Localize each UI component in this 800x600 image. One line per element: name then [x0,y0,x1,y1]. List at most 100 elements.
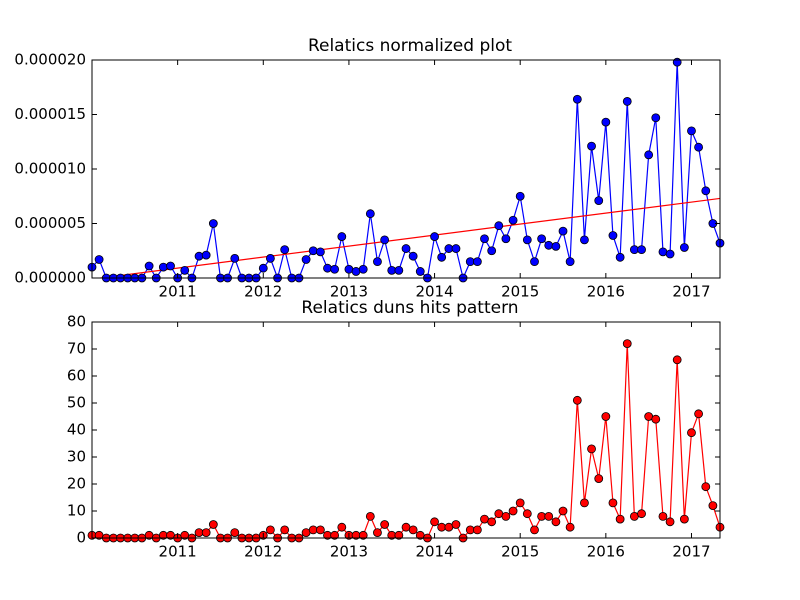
data-point [265,525,275,535]
data-point [401,244,411,253]
data-point [608,498,618,508]
data-point [708,501,718,511]
data-point [380,520,390,529]
data-point [522,235,532,245]
data-point [615,252,625,262]
data-point [508,215,518,225]
data-point [679,243,689,252]
data-point [330,530,340,540]
y-tick-label: 80 [67,313,86,331]
series-line [95,197,720,278]
data-point [601,117,611,127]
x-tick-label: 2013 [330,283,368,301]
x-tick-label: 2016 [587,543,625,561]
data-point [415,267,425,276]
data-point [522,509,532,519]
data-point [572,395,582,405]
data-point [551,517,561,527]
data-point [665,249,675,259]
data-point [394,530,404,540]
x-tick-label: 2011 [159,283,197,301]
x-tick-label: 2013 [330,543,368,561]
data-point [201,528,211,537]
chart-title: Relatics duns hits pattern [301,298,518,318]
data-point [515,191,525,201]
data-point [408,251,418,261]
data-point [280,245,290,255]
x-tick-label: 2014 [415,283,453,301]
y-tick-label: 0.000015 [14,105,86,123]
data-point [451,244,461,253]
data-point [594,474,604,484]
y-tick-label: 20 [67,475,86,493]
data-point [508,506,518,516]
data-point [358,530,368,540]
data-point [430,517,439,527]
data-point [94,255,104,264]
x-tick-label: 2012 [244,283,282,301]
data-point [587,444,596,454]
data-point [308,246,318,256]
data-point [651,113,661,123]
data-point [515,498,525,508]
data-point [158,262,168,272]
data-point [451,520,461,529]
data-point [622,97,632,106]
data-point [351,267,361,276]
data-point [365,209,375,219]
y-tick-label: 10 [67,502,86,520]
data-point [572,94,582,104]
data-point [580,498,589,508]
data-point [330,264,340,274]
data-point [316,247,325,257]
data-point [323,263,332,273]
y-tick-label: 0 [76,529,86,547]
data-point [437,252,447,262]
data-point [430,232,439,241]
data-point [373,528,382,537]
data-point [551,241,561,251]
data-point [358,264,368,274]
y-tick-label: 30 [67,448,86,466]
data-point [180,265,190,275]
data-point [487,246,497,256]
data-point [687,428,696,438]
chart-title: Relatics normalized plot [308,36,512,56]
data-point [472,525,482,535]
data-point [472,257,482,267]
data-point [408,525,418,535]
data-point [201,250,211,260]
data-point [166,261,175,271]
data-point [594,196,604,206]
y-tick-label: 70 [67,340,86,358]
data-point [601,412,611,421]
data-point [208,219,218,228]
x-tick-label: 2012 [244,543,282,561]
y-tick-label: 0.000005 [14,214,86,232]
x-tick-label: 2011 [159,543,197,561]
data-point [230,253,240,263]
data-point [672,57,682,67]
data-point [280,525,290,535]
data-point [487,517,497,527]
data-point [587,141,596,151]
data-point [480,234,489,244]
data-point [208,520,218,529]
data-point [501,512,511,521]
data-point [580,235,589,245]
y-tick-label: 0.000010 [14,160,86,178]
data-point [637,509,646,519]
data-point [380,235,390,245]
data-point [615,514,625,524]
data-point [494,221,504,231]
y-tick-label: 50 [67,394,86,412]
data-point [544,512,554,521]
y-tick-label: 60 [67,367,86,385]
data-point [265,253,275,263]
data-point [394,265,404,275]
x-tick-label: 2015 [501,543,539,561]
data-point [701,482,711,492]
data-point [608,231,618,240]
data-point [144,261,154,271]
